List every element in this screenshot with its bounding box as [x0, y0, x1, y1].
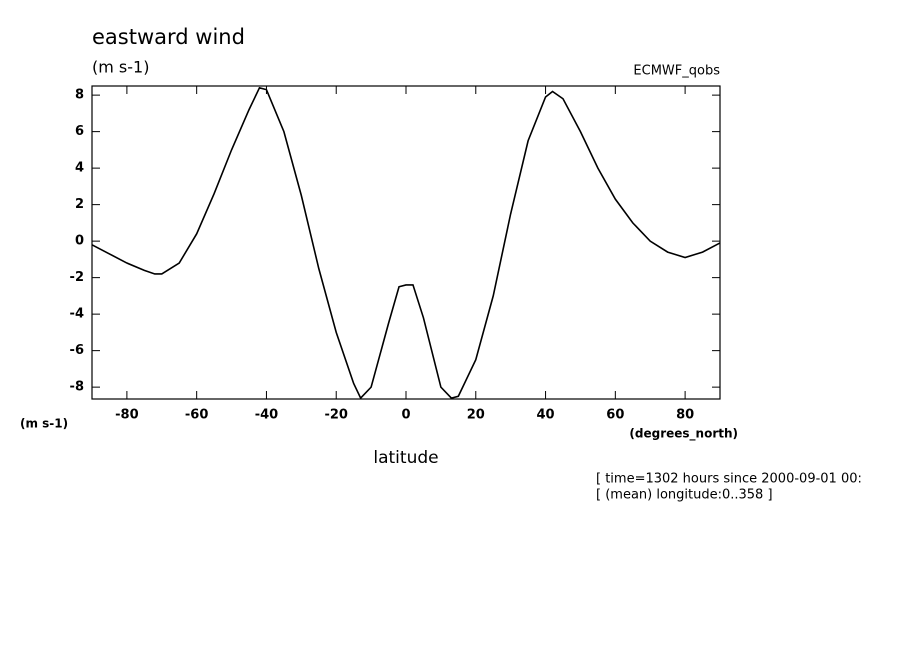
chart-title: eastward wind: [92, 25, 245, 49]
x-tick-label: 40: [537, 408, 555, 423]
x-tick-label: -40: [255, 408, 279, 423]
plot-frame: [91, 85, 721, 400]
y-tick-label: -6: [70, 343, 84, 358]
y-units-label: (m s-1): [20, 417, 68, 431]
source-label: ECMWF_qobs: [633, 64, 720, 79]
y-tick-label: 8: [75, 88, 84, 103]
x-tick-label: -20: [324, 408, 348, 423]
y-tick-label: -4: [70, 307, 84, 322]
x-tick-label: 20: [467, 408, 485, 423]
data-line: [91, 86, 721, 400]
x-tick-label: 0: [401, 408, 410, 423]
x-axis-label: latitude: [373, 448, 438, 468]
units-label: (m s-1): [92, 58, 149, 77]
note: [ time=1302 hours since 2000-09-01 00:: [596, 472, 862, 487]
x-tick-label: 80: [676, 408, 694, 423]
y-tick-label: -2: [70, 270, 84, 285]
y-tick-label: 6: [75, 124, 84, 139]
y-tick-label: 0: [75, 234, 84, 249]
y-tick-label: 4: [75, 161, 84, 176]
y-tick-label: 2: [75, 197, 84, 212]
x-units-label: (degrees_north): [629, 427, 738, 442]
x-tick-label: 60: [606, 408, 624, 423]
note: [ (mean) longitude:0..358 ]: [596, 488, 773, 503]
x-tick-label: -80: [115, 408, 139, 423]
y-tick-label: -8: [70, 380, 84, 395]
x-tick-label: -60: [185, 408, 209, 423]
